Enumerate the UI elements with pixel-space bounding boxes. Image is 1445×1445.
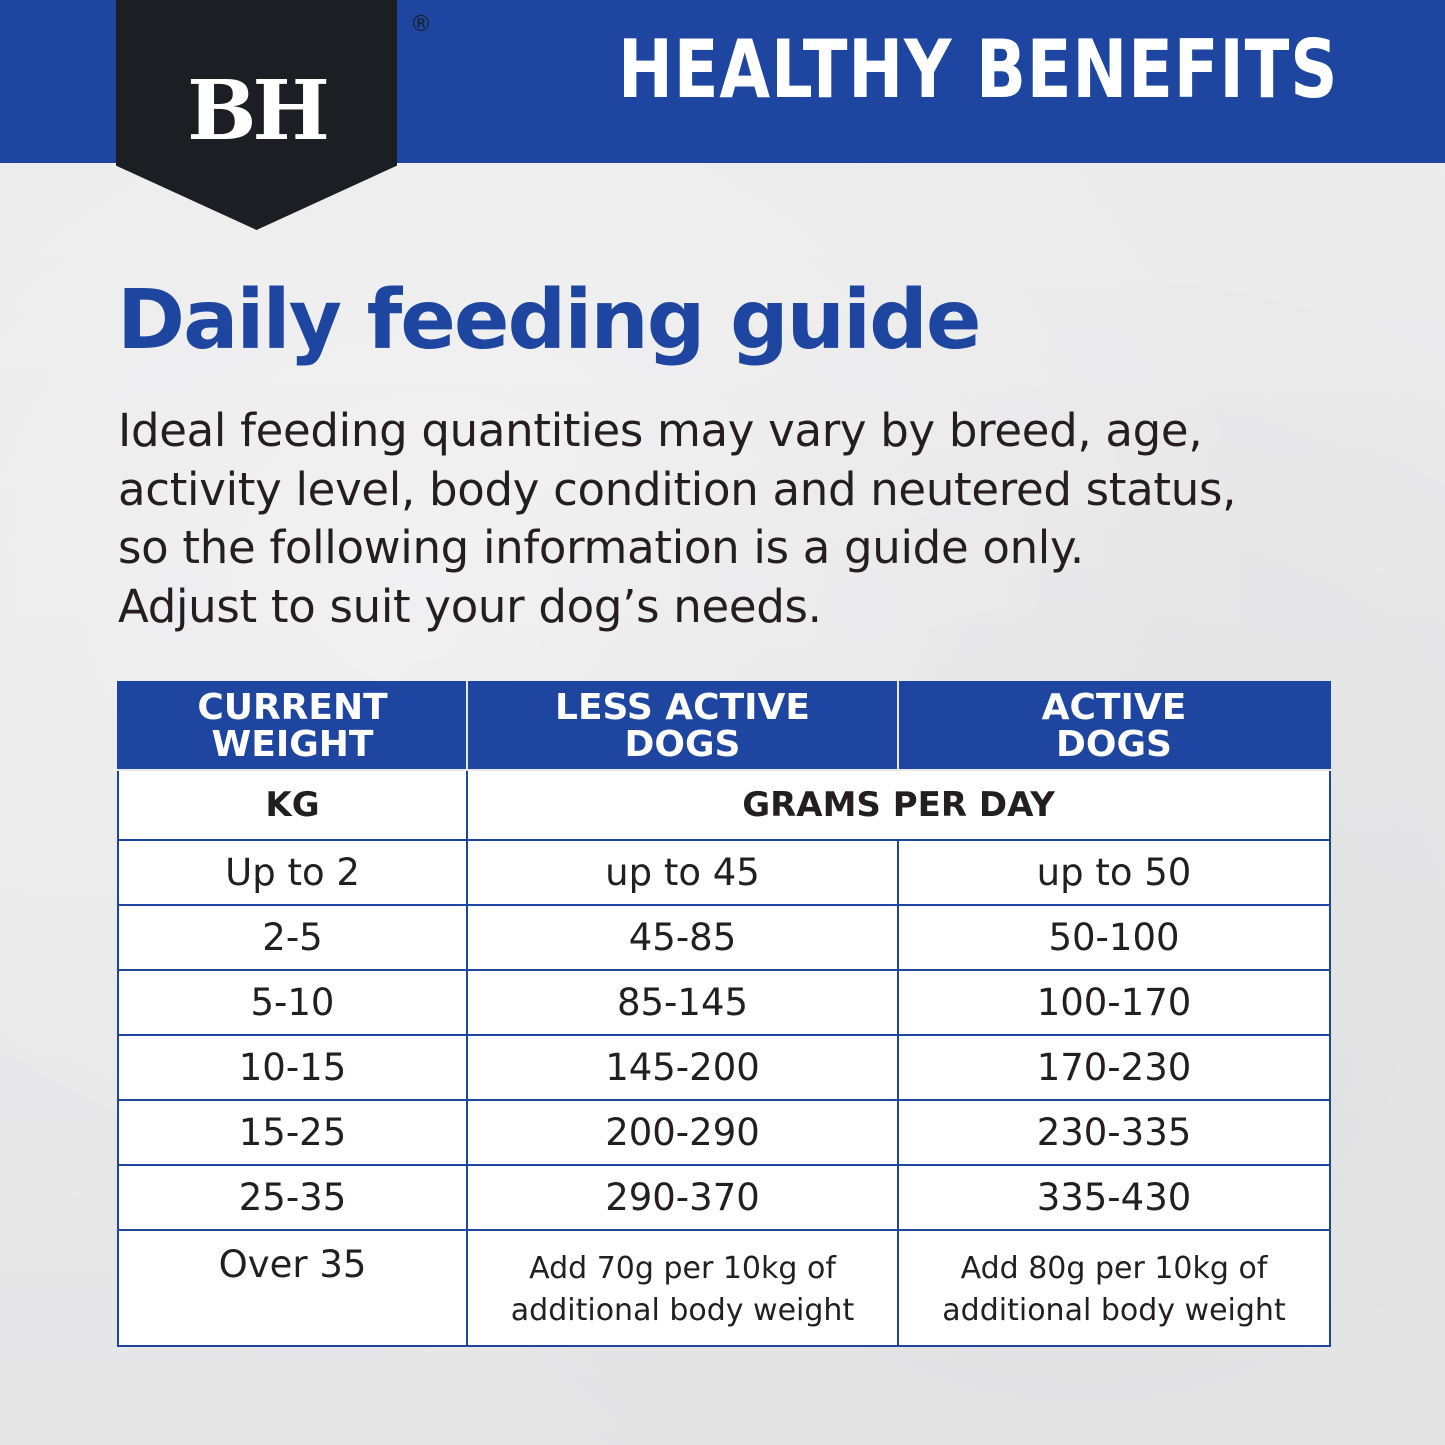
weight-cell: 2-5 (117, 904, 468, 971)
header-less-active-dogs: LESS ACTIVE DOGS (466, 681, 899, 771)
weight-cell: 10-15 (117, 1034, 468, 1101)
table-row: Over 35 Add 70g per 10kg of additional bod… (117, 1229, 1331, 1347)
active-amount-cell: 335-430 (897, 1164, 1331, 1231)
active-amount-cell: Add 80g per 10kg of additional body weigh… (897, 1229, 1331, 1347)
table-row: 15-25 200-290 230-335 (117, 1099, 1331, 1166)
less-active-amount-cell: 290-370 (466, 1164, 899, 1231)
units-row: KG GRAMS PER DAY (117, 769, 1331, 841)
header-active-dogs: ACTIVE DOGS (897, 681, 1331, 771)
weight-cell: Up to 2 (117, 839, 468, 906)
unit-grams-per-day: GRAMS PER DAY (466, 769, 1331, 841)
brand-name: HEALTHY BENEFITS (618, 23, 1339, 116)
weight-cell: 5-10 (117, 969, 468, 1036)
feeding-guide-table: CURRENT WEIGHT LESS ACTIVE DOGS ACTIVE DOGS… (117, 681, 1331, 1347)
active-amount-cell: 50-100 (897, 904, 1331, 971)
intro-paragraph: Ideal feeding quantities may vary by bre… (118, 404, 1237, 633)
table-row: 5-10 85-145 100-170 (117, 969, 1331, 1036)
less-active-amount-cell: 85-145 (466, 969, 899, 1036)
unit-kg: KG (117, 769, 468, 841)
less-active-amount-cell: 200-290 (466, 1099, 899, 1166)
active-amount-cell: 170-230 (897, 1034, 1331, 1101)
weight-cell: 15-25 (117, 1099, 468, 1166)
trademark-mark: ™ (1313, 36, 1329, 55)
table-header-row: CURRENT WEIGHT LESS ACTIVE DOGS ACTIVE DOGS (117, 681, 1331, 771)
page-title: Daily feeding guide (117, 273, 981, 368)
weight-cell: Over 35 (117, 1229, 468, 1347)
header-current-weight: CURRENT WEIGHT (117, 681, 468, 771)
table-row: 10-15 145-200 170-230 (117, 1034, 1331, 1101)
table-row: Up to 2 up to 45 up to 50 (117, 839, 1331, 906)
less-active-amount-cell: 45-85 (466, 904, 899, 971)
registered-mark: ® (410, 12, 432, 37)
active-amount-cell: up to 50 (897, 839, 1331, 906)
less-active-amount-cell: up to 45 (466, 839, 899, 906)
less-active-amount-cell: Add 70g per 10kg of additional body weigh… (466, 1229, 899, 1347)
table-row: 25-35 290-370 335-430 (117, 1164, 1331, 1231)
active-amount-cell: 100-170 (897, 969, 1331, 1036)
weight-cell: 25-35 (117, 1164, 468, 1231)
less-active-amount-cell: 145-200 (466, 1034, 899, 1101)
active-amount-cell: 230-335 (897, 1099, 1331, 1166)
table-row: 2-5 45-85 50-100 (117, 904, 1331, 971)
bh-logo-text: BH (187, 63, 330, 159)
